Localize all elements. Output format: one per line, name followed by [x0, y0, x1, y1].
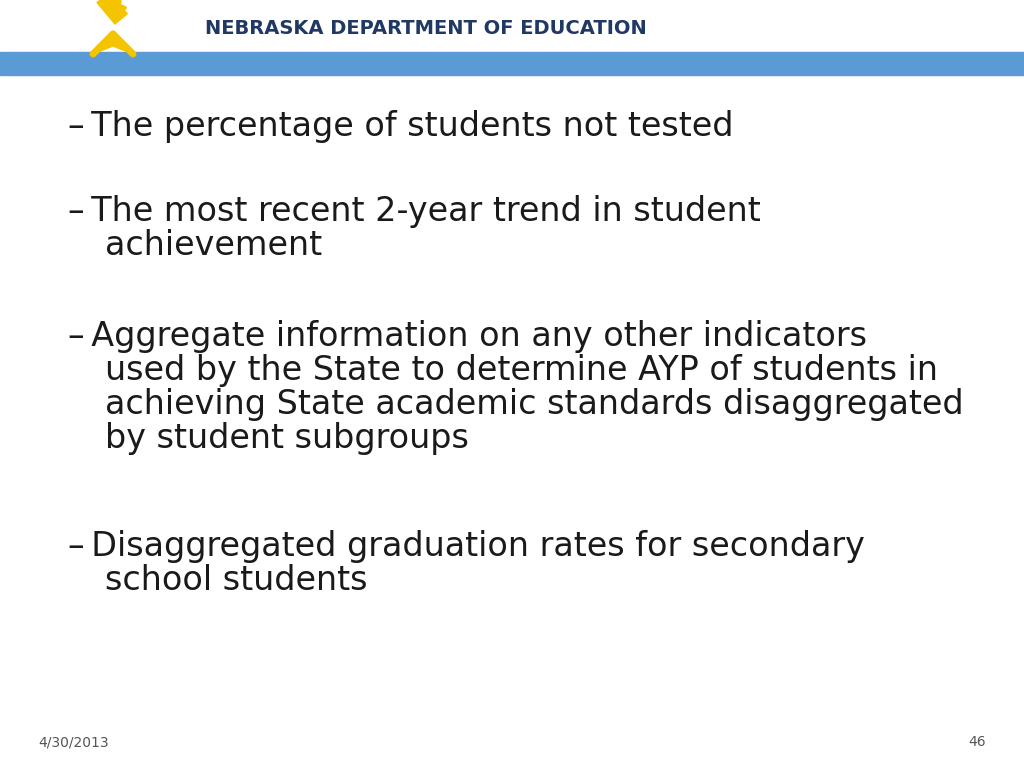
Wedge shape — [97, 0, 115, 24]
Text: – Aggregate information on any other indicators: – Aggregate information on any other ind… — [68, 320, 867, 353]
Text: achievement: achievement — [105, 229, 323, 262]
Text: – The most recent 2-year trend in student: – The most recent 2-year trend in studen… — [68, 195, 761, 228]
Polygon shape — [93, 34, 133, 54]
Text: – Disaggregated graduation rates for secondary: – Disaggregated graduation rates for sec… — [68, 530, 865, 563]
Wedge shape — [115, 4, 127, 24]
Text: 46: 46 — [969, 735, 986, 749]
Text: NEBRASKA DEPARTMENT OF EDUCATION: NEBRASKA DEPARTMENT OF EDUCATION — [205, 18, 647, 38]
Text: by student subgroups: by student subgroups — [105, 422, 469, 455]
Text: used by the State to determine AYP of students in: used by the State to determine AYP of st… — [105, 354, 938, 387]
Wedge shape — [109, 0, 121, 24]
Wedge shape — [115, 9, 127, 24]
Text: achieving State academic standards disaggregated: achieving State academic standards disag… — [105, 388, 964, 421]
Bar — [0, 52, 1024, 75]
Text: – The percentage of students not tested: – The percentage of students not tested — [68, 110, 733, 143]
Bar — [0, 0, 1024, 52]
Text: school students: school students — [105, 564, 368, 597]
Text: 4/30/2013: 4/30/2013 — [38, 735, 109, 749]
